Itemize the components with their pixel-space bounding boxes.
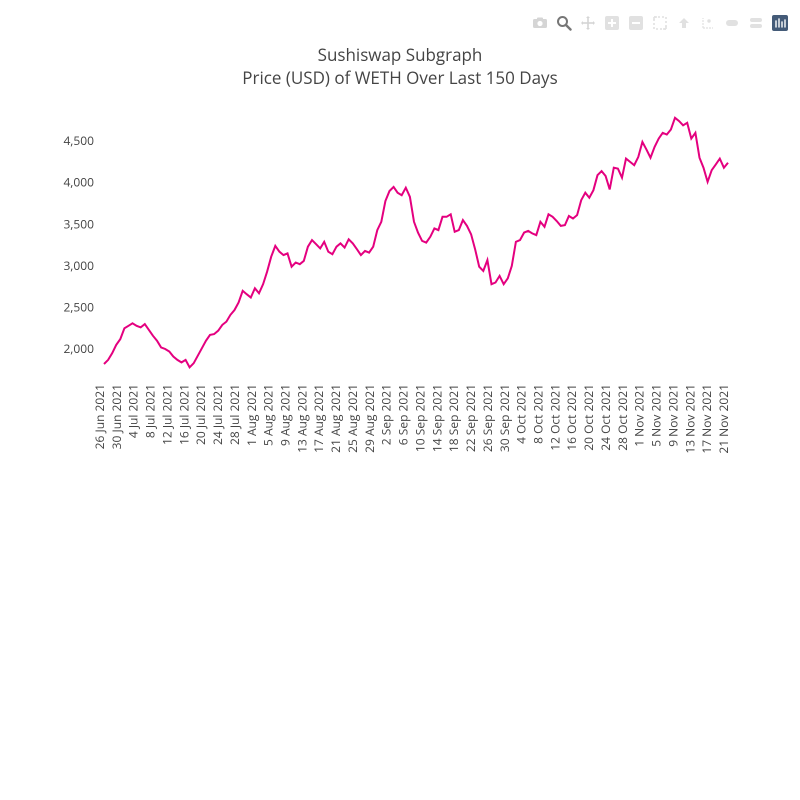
x-tick-label: 28 Jul 2021 <box>226 384 243 445</box>
x-tick-label: 5 Aug 2021 <box>260 384 277 446</box>
y-tick-label: 4,000 <box>63 174 94 191</box>
x-tick-label: 20 Oct 2021 <box>580 384 597 451</box>
x-tick-label: 4 Jul 2021 <box>125 384 142 438</box>
x-tick-label: 13 Aug 2021 <box>293 384 310 453</box>
x-tick-label: 4 Oct 2021 <box>513 384 530 444</box>
y-tick-label: 4,500 <box>63 132 94 149</box>
x-tick-label: 21 Aug 2021 <box>327 384 344 453</box>
x-tick-label: 17 Aug 2021 <box>310 384 327 453</box>
x-tick-label: 2 Sep 2021 <box>378 384 395 445</box>
y-tick-label: 2,000 <box>63 340 94 357</box>
x-tick-label: 10 Sep 2021 <box>411 384 428 452</box>
x-tick-label: 16 Jul 2021 <box>175 384 192 445</box>
x-tick-label: 21 Nov 2021 <box>715 384 732 454</box>
x-tick-label: 9 Aug 2021 <box>277 384 294 446</box>
x-tick-label: 26 Sep 2021 <box>479 384 496 452</box>
x-tick-label: 16 Oct 2021 <box>563 384 580 451</box>
x-tick-label: 24 Jul 2021 <box>209 384 226 445</box>
x-tick-label: 18 Sep 2021 <box>445 384 462 452</box>
x-tick-label: 8 Jul 2021 <box>142 384 159 438</box>
x-tick-label: 17 Nov 2021 <box>698 384 715 454</box>
x-tick-label: 28 Oct 2021 <box>614 384 631 451</box>
x-tick-label: 8 Oct 2021 <box>529 384 546 444</box>
y-tick-label: 3,000 <box>63 257 94 274</box>
x-tick-label: 6 Sep 2021 <box>395 384 412 445</box>
x-tick-label: 26 Jun 2021 <box>91 384 108 449</box>
price-chart: 2,000 2,500 3,000 3,500 4,000 4,500 26 Jun 20… <box>0 0 800 800</box>
x-tick-label: 29 Aug 2021 <box>361 384 378 453</box>
x-tick-label: 30 Jun 2021 <box>108 384 125 449</box>
x-tick-label: 5 Nov 2021 <box>648 384 665 447</box>
x-tick-label: 22 Sep 2021 <box>462 384 479 452</box>
price-line <box>104 118 728 367</box>
x-axis: 26 Jun 202130 Jun 20214 Jul 20218 Jul 20… <box>91 384 732 454</box>
x-tick-label: 30 Sep 2021 <box>496 384 513 452</box>
x-tick-label: 20 Jul 2021 <box>192 384 209 445</box>
y-tick-label: 2,500 <box>63 298 94 315</box>
x-tick-label: 25 Aug 2021 <box>344 384 361 453</box>
x-tick-label: 12 Oct 2021 <box>546 384 563 451</box>
x-tick-label: 24 Oct 2021 <box>597 384 614 451</box>
x-tick-label: 14 Sep 2021 <box>428 384 445 452</box>
y-axis: 2,000 2,500 3,000 3,500 4,000 4,500 <box>63 132 94 357</box>
x-tick-label: 12 Jul 2021 <box>158 384 175 445</box>
x-tick-label: 9 Nov 2021 <box>664 384 681 447</box>
x-tick-label: 13 Nov 2021 <box>681 384 698 454</box>
x-tick-label: 1 Nov 2021 <box>631 384 648 447</box>
y-tick-label: 3,500 <box>63 215 94 232</box>
x-tick-label: 1 Aug 2021 <box>243 384 260 446</box>
